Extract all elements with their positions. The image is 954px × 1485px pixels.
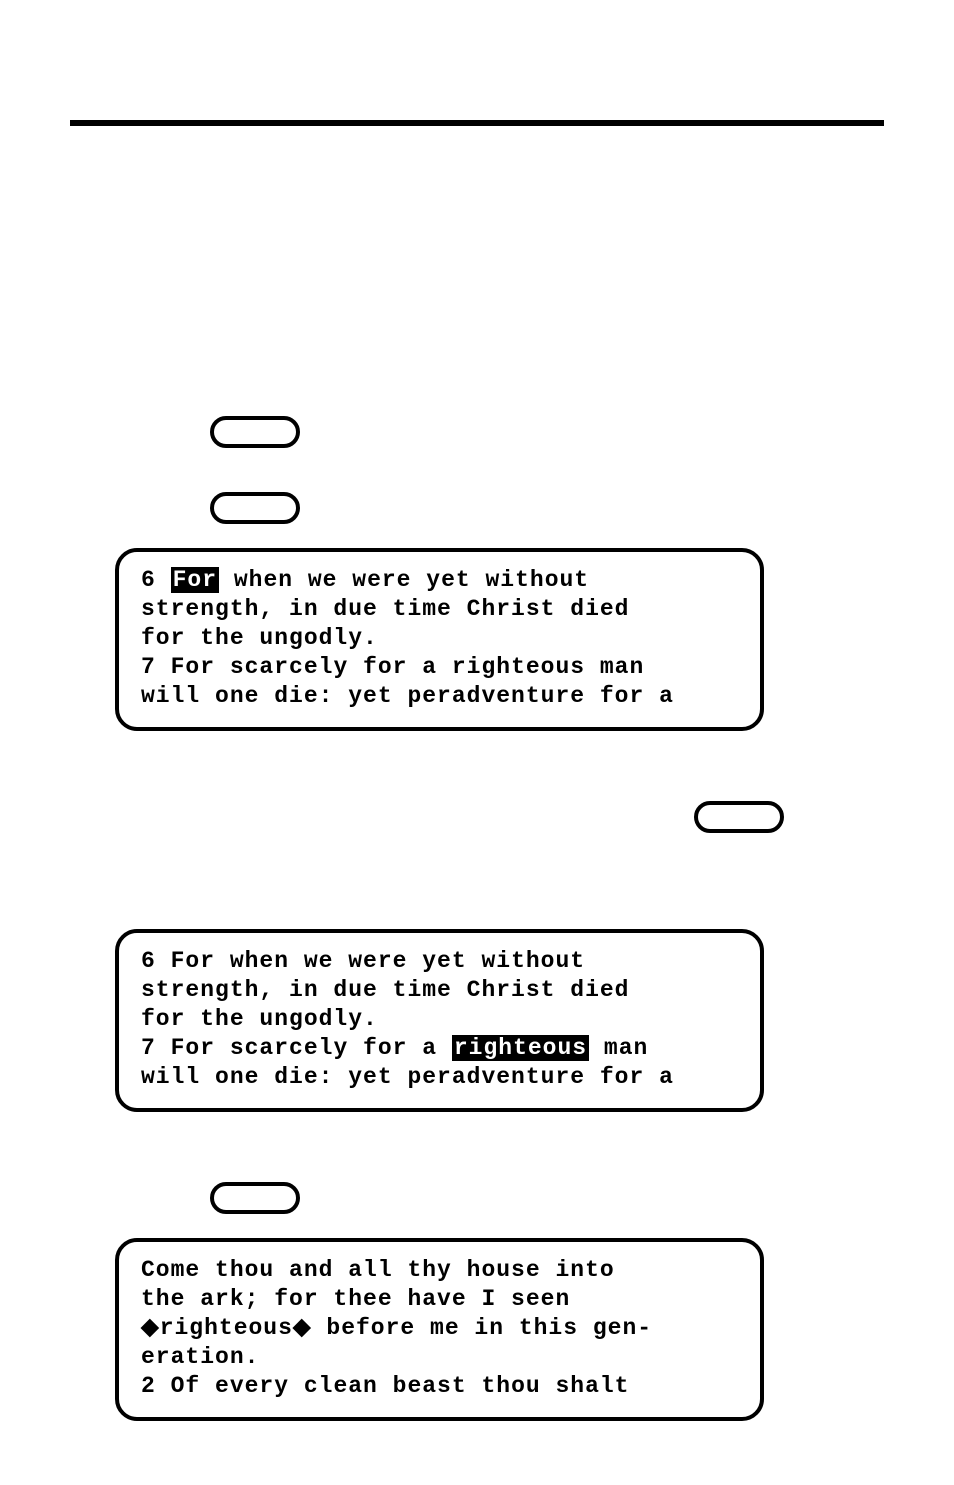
verse6-part-a: For when we were yet without	[156, 948, 585, 974]
verse7-line2: will one die: yet peradventure for a	[141, 683, 674, 709]
verse6-line3: for the ungodly.	[141, 1006, 378, 1032]
verse7-post: man	[589, 1035, 648, 1061]
key-outline-4	[210, 1182, 300, 1214]
highlight-for: For	[171, 567, 219, 593]
key-outline-2	[210, 492, 300, 524]
passage-panel-3: Come thou and all thy house into the ark…	[115, 1238, 764, 1421]
verse-number: 2	[141, 1373, 156, 1399]
verse-number: 6	[141, 948, 156, 974]
verse-number: 6	[141, 567, 156, 593]
p3-line1: Come thou and all thy house into	[141, 1257, 615, 1283]
verse7-line2: will one die: yet peradventure for a	[141, 1064, 674, 1090]
verse6-line2: strength, in due time Christ died	[141, 977, 629, 1003]
verse-number: 7	[141, 1035, 156, 1061]
p3-line4: eration.	[141, 1344, 259, 1370]
header-whitespace	[70, 126, 884, 406]
p3-v2-rest: Of every clean beast thou shalt	[156, 1373, 630, 1399]
passage-panel-2: 6 For when we were yet without strength,…	[115, 929, 764, 1112]
verse7-part-a: For scarcely for a righteous man	[156, 654, 644, 680]
verse6-line2: strength, in due time Christ died	[141, 596, 629, 622]
p3-line3: ◆righteous◆ before me in this gen-	[141, 1315, 652, 1341]
verse6-part-a: when we were yet without	[219, 567, 589, 593]
passage-2-text: 6 For when we were yet without strength,…	[141, 947, 738, 1092]
key-outline-1	[210, 416, 300, 448]
passage-panel-1: 6 For when we were yet without strength,…	[115, 548, 764, 731]
key-outline-3	[694, 801, 784, 833]
verse7-pre: For scarcely for a	[156, 1035, 452, 1061]
verse6-line3: for the ungodly.	[141, 625, 378, 651]
highlight-righteous: righteous	[452, 1035, 589, 1061]
p3-line2: the ark; for thee have I seen	[141, 1286, 570, 1312]
passage-3-text: Come thou and all thy house into the ark…	[141, 1256, 738, 1401]
verse-number: 7	[141, 654, 156, 680]
passage-1-text: 6 For when we were yet without strength,…	[141, 566, 738, 711]
